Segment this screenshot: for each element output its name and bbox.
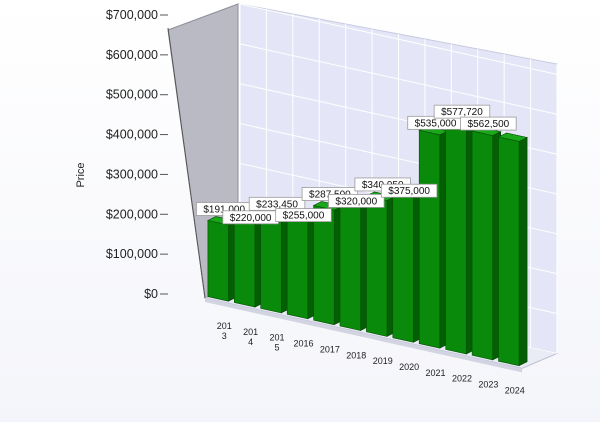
bar-front: [339, 198, 361, 331]
bar: [444, 114, 476, 355]
data-label-text: $535,000: [415, 118, 457, 129]
data-label: $255,000: [275, 208, 332, 223]
y-axis-line: [167, 27, 206, 299]
bar: [233, 210, 264, 308]
data-label-box: [275, 208, 332, 223]
y-tick-label: $0: [144, 287, 158, 301]
data-label: $577,720: [433, 104, 491, 119]
bar: [471, 126, 502, 361]
bar-front: [234, 214, 256, 308]
x-tick-label: 2019: [373, 356, 393, 366]
data-label-text: $577,720: [441, 107, 483, 118]
bar: [259, 210, 291, 314]
data-label: $320,000: [328, 194, 385, 208]
data-label-text: $320,000: [335, 196, 377, 207]
bar-front: [471, 130, 494, 361]
bar-front: [418, 129, 441, 349]
floor-edge: [205, 298, 522, 373]
bar: [207, 216, 238, 302]
bar: [339, 194, 370, 331]
bar-front: [313, 205, 335, 326]
bar: [365, 191, 396, 337]
y-tick-label: $300,000: [106, 167, 158, 181]
x-tick-label: 201 5: [270, 333, 285, 353]
bar: [497, 132, 528, 367]
x-tick-label: 2022: [452, 374, 472, 384]
bar-front: [286, 212, 309, 320]
data-label-text: $233,450: [256, 199, 298, 210]
bar-front: [207, 220, 229, 302]
y-tick-label: $700,000: [106, 8, 158, 22]
data-label-text: $375,000: [388, 186, 430, 197]
gridline-horizontal: [239, 43, 558, 115]
bar-front: [445, 118, 467, 355]
data-label: $220,000: [222, 210, 279, 225]
x-tick-label: 2023: [478, 380, 498, 390]
x-tick-label: 2017: [320, 344, 340, 354]
data-label-text: $562,500: [468, 119, 510, 130]
y-tick-label: $600,000: [106, 48, 158, 62]
y-tick-label: $200,000: [106, 207, 158, 221]
x-tick-label: 2016: [293, 339, 313, 349]
data-label-box: [460, 116, 517, 131]
x-tick-label: 201 4: [243, 327, 258, 347]
bar-front: [366, 195, 388, 337]
x-tick-label: 2020: [399, 362, 419, 372]
data-label-text: $191,000: [203, 205, 245, 216]
data-label: $375,000: [380, 183, 438, 198]
data-label-box: [380, 183, 438, 198]
data-label-box: [328, 194, 385, 208]
x-tick-label: 2018: [346, 350, 366, 360]
x-tick-label: 201 3: [217, 321, 232, 341]
data-label-text: $255,000: [283, 211, 325, 222]
gridline-horizontal: [239, 3, 558, 75]
y-tick-label: $500,000: [106, 88, 158, 102]
bar: [286, 208, 317, 320]
y-tick-label: $100,000: [106, 247, 158, 261]
y-tick-label: $400,000: [106, 128, 158, 142]
bar: [391, 183, 423, 343]
x-tick-label: 2021: [426, 368, 446, 378]
bar-side: [518, 137, 528, 367]
y-axis-label: Price: [75, 162, 87, 187]
data-label: $562,500: [460, 116, 517, 131]
bar-front: [260, 214, 282, 314]
data-label-text: $220,000: [230, 213, 272, 224]
bar-front: [392, 187, 414, 343]
bar-front: [498, 136, 520, 367]
bar: [418, 125, 449, 349]
x-tick-label: 2024: [505, 385, 525, 395]
